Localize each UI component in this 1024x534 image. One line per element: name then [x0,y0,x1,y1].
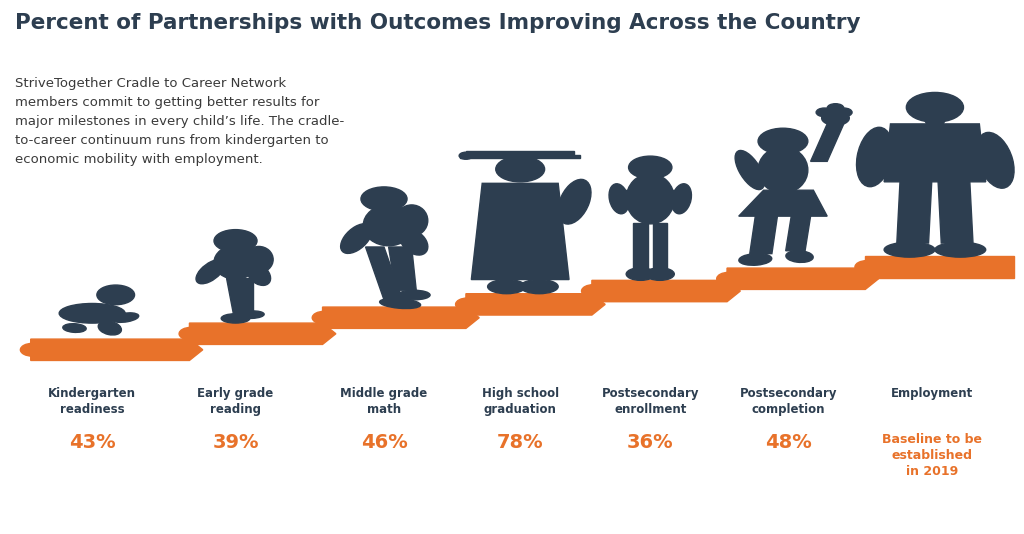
Text: 48%: 48% [765,433,812,452]
Ellipse shape [976,132,1014,188]
Circle shape [906,92,964,122]
Circle shape [827,104,844,112]
Ellipse shape [196,260,225,284]
Ellipse shape [98,321,122,335]
Text: 39%: 39% [212,433,259,452]
Ellipse shape [341,224,372,254]
Circle shape [97,285,134,305]
Polygon shape [622,190,679,208]
Ellipse shape [247,264,270,285]
Ellipse shape [520,280,558,294]
Circle shape [360,187,408,211]
Circle shape [496,156,545,182]
Ellipse shape [645,268,675,280]
Circle shape [758,128,808,154]
Ellipse shape [856,127,893,187]
Polygon shape [31,339,203,360]
Polygon shape [466,151,574,155]
Polygon shape [897,182,932,243]
Circle shape [582,285,606,297]
Polygon shape [226,278,247,316]
Circle shape [836,108,852,116]
Polygon shape [238,278,254,312]
Circle shape [821,111,849,125]
Text: Postsecondary
enrollment: Postsecondary enrollment [601,387,699,416]
Polygon shape [750,216,777,254]
Circle shape [717,272,741,285]
Polygon shape [738,190,827,216]
Ellipse shape [214,246,257,279]
Text: Postsecondary
completion: Postsecondary completion [739,387,838,416]
Polygon shape [323,307,479,328]
Ellipse shape [245,246,273,273]
Ellipse shape [785,250,813,262]
Polygon shape [884,124,986,182]
Polygon shape [471,183,569,280]
Polygon shape [727,268,879,289]
Circle shape [855,261,880,273]
Ellipse shape [735,151,765,190]
Text: High school
graduation: High school graduation [481,387,559,416]
Ellipse shape [240,311,264,318]
Circle shape [179,327,204,340]
Ellipse shape [935,242,986,257]
Ellipse shape [380,299,421,309]
Ellipse shape [926,114,944,127]
Polygon shape [461,155,580,158]
Ellipse shape [62,324,86,332]
Polygon shape [865,256,1014,278]
Text: Employment: Employment [891,387,973,400]
Ellipse shape [627,174,675,224]
Ellipse shape [558,179,591,224]
Ellipse shape [487,280,525,294]
Ellipse shape [112,313,138,323]
Ellipse shape [884,242,935,257]
Text: Baseline to be
established
in 2019: Baseline to be established in 2019 [882,433,982,477]
Text: 36%: 36% [627,433,674,452]
Circle shape [312,311,337,324]
Text: Early grade
reading: Early grade reading [198,387,273,416]
Circle shape [214,230,257,252]
Ellipse shape [627,268,655,280]
Polygon shape [652,223,667,268]
Ellipse shape [397,290,430,300]
Polygon shape [929,127,941,166]
Polygon shape [785,216,811,251]
Polygon shape [811,124,844,161]
Polygon shape [366,247,402,300]
Circle shape [459,152,473,159]
Polygon shape [189,323,336,344]
Circle shape [816,108,833,116]
Polygon shape [389,247,416,290]
Ellipse shape [739,254,772,265]
Text: 78%: 78% [497,433,544,452]
Ellipse shape [395,205,428,236]
Polygon shape [634,223,648,268]
Polygon shape [938,182,973,243]
Text: 43%: 43% [69,433,116,452]
Circle shape [20,343,45,356]
Text: StriveTogether Cradle to Career Network
members commit to getting better results: StriveTogether Cradle to Career Network … [15,77,345,167]
Ellipse shape [364,205,414,246]
Polygon shape [592,280,740,302]
Text: Percent of Partnerships with Outcomes Improving Across the Country: Percent of Partnerships with Outcomes Im… [15,13,861,33]
Circle shape [629,156,672,179]
Ellipse shape [758,147,808,193]
Ellipse shape [59,303,125,323]
Polygon shape [466,294,605,315]
Circle shape [456,298,480,311]
Ellipse shape [221,314,250,323]
Text: Middle grade
math: Middle grade math [340,387,428,416]
Text: 46%: 46% [360,433,408,452]
Ellipse shape [609,184,629,214]
Text: Kindergarten
readiness: Kindergarten readiness [48,387,136,416]
Ellipse shape [400,229,428,255]
Ellipse shape [672,184,691,214]
